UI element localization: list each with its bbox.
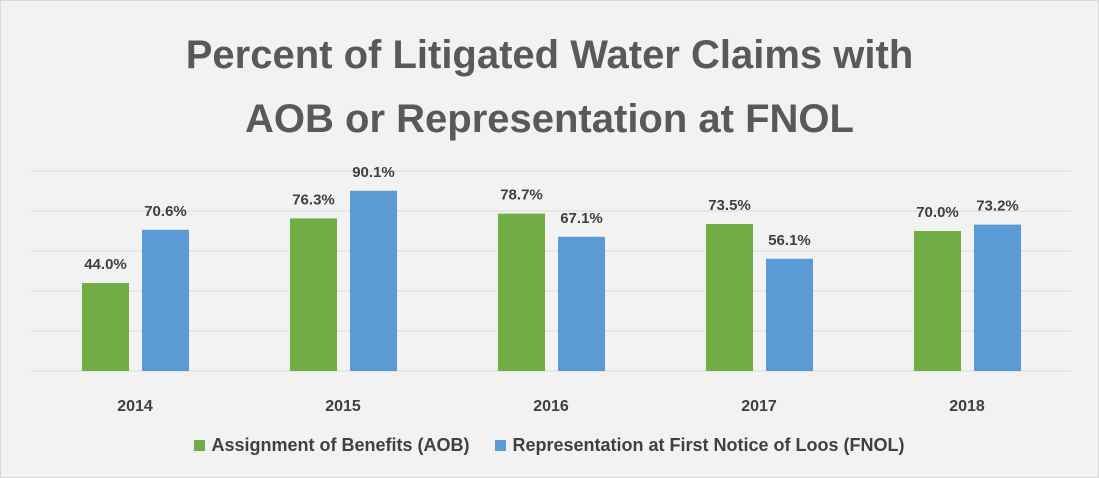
bar [706, 224, 753, 371]
data-label: 56.1% [768, 232, 811, 249]
bar [766, 258, 813, 371]
data-label: 73.5% [708, 197, 751, 214]
data-label: 44.0% [84, 256, 127, 273]
x-tick-label: 2017 [741, 398, 777, 415]
data-label: 78.7% [500, 187, 543, 204]
legend-swatch [194, 440, 206, 451]
x-tick-label: 2015 [325, 398, 361, 415]
legend-label: Representation at First Notice of Loos (… [512, 435, 905, 455]
data-label: 90.1% [352, 164, 395, 181]
legend-item: Representation at First Notice of Loos (… [495, 435, 905, 456]
bar [350, 190, 397, 371]
x-tick-label: 2014 [117, 398, 153, 415]
x-tick-label: 2016 [533, 398, 569, 415]
data-label: 70.6% [144, 203, 187, 220]
legend-item: Assignment of Benefits (AOB) [194, 435, 469, 456]
bar [290, 218, 337, 371]
x-tick-label: 2018 [949, 398, 985, 415]
bar [82, 283, 129, 371]
data-label: 76.3% [292, 191, 335, 208]
legend-label: Assignment of Benefits (AOB) [211, 435, 470, 455]
legend: Assignment of Benefits (AOB) Representati… [1, 435, 1098, 456]
bar [142, 229, 189, 371]
bar [974, 224, 1021, 371]
bar [558, 236, 605, 371]
bar [498, 213, 545, 371]
bar [914, 231, 961, 371]
data-label: 70.0% [916, 204, 959, 221]
chart-title: Percent of Litigated Water Claims with A… [185, 33, 914, 141]
legend-swatch [495, 440, 507, 451]
data-label: 67.1% [560, 210, 603, 227]
data-label: 73.2% [976, 198, 1019, 215]
